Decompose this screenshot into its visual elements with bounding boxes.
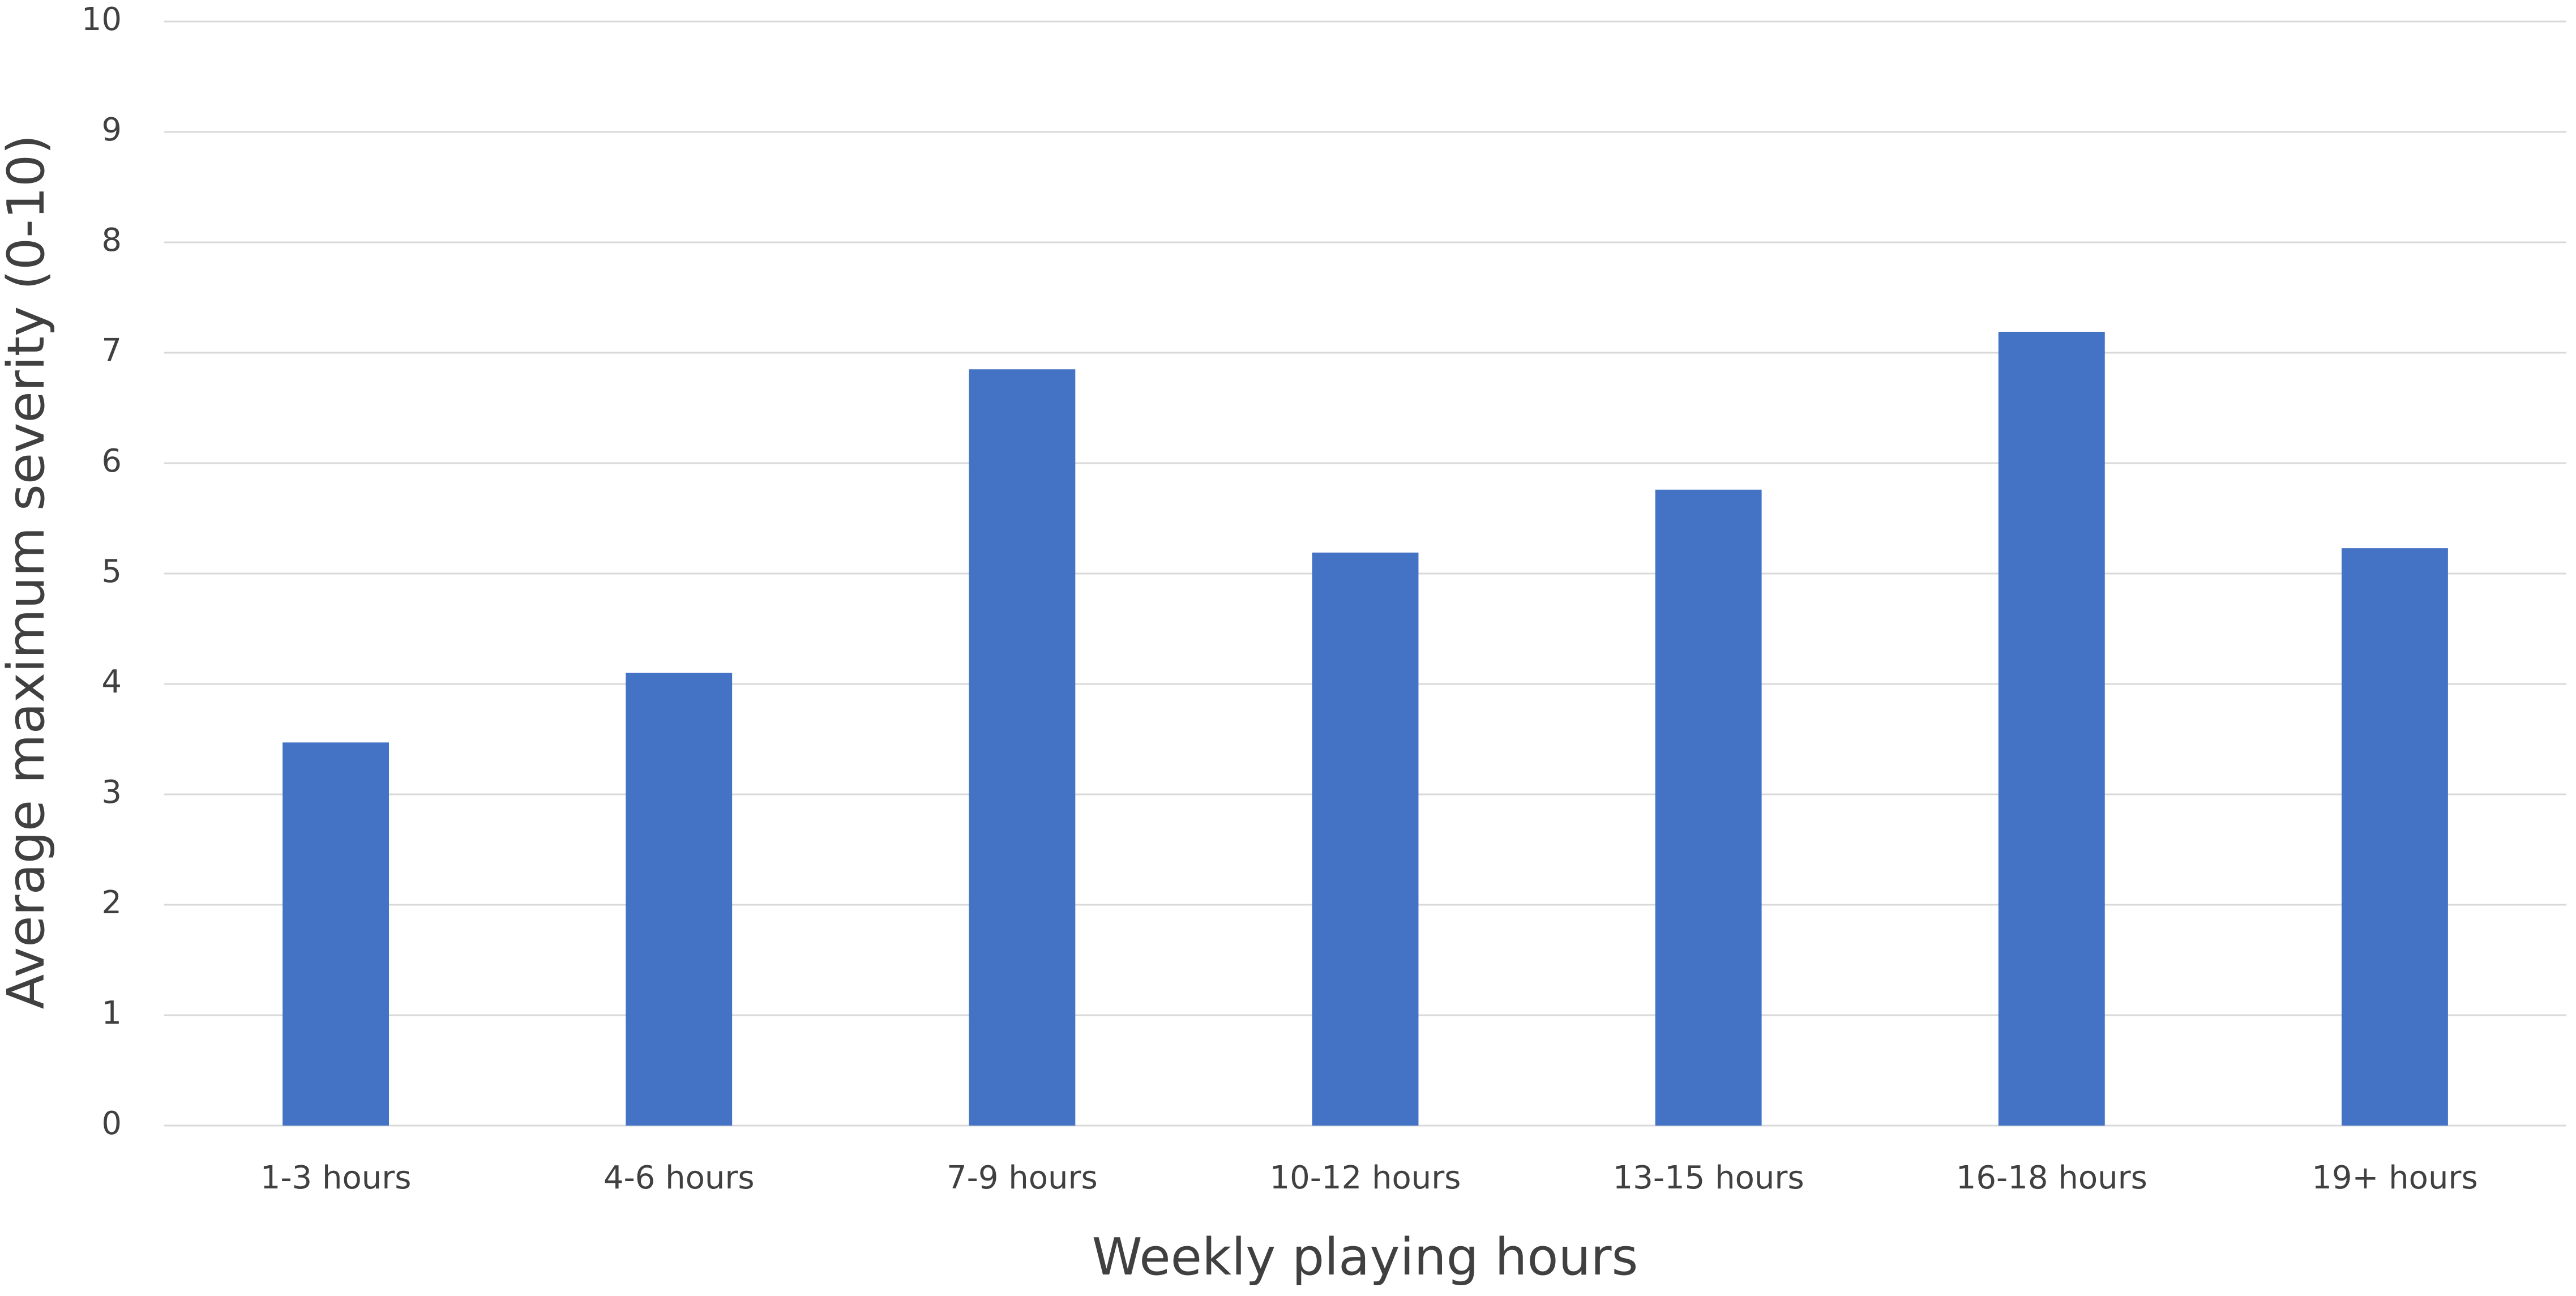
y-tick-label: 9 [101,112,122,148]
y-tick-label: 0 [101,1105,122,1142]
y-tick-label: 2 [101,884,122,921]
y-tick-label: 8 [101,222,122,259]
y-tick-label: 4 [101,664,122,700]
bar [626,673,733,1126]
y-axis-title: Average maximum severity (0-10) [0,135,56,1010]
y-tick-label: 10 [82,1,122,38]
y-tick-label: 3 [101,774,122,811]
x-tick-label: 10-12 hours [1270,1160,1461,1196]
bar [1655,489,1762,1126]
bar [969,369,1076,1126]
x-tick-label: 19+ hours [2312,1160,2477,1196]
x-tick-label: 13-15 hours [1613,1160,1804,1196]
bar [283,742,390,1126]
x-tick-label: 16-18 hours [1956,1160,2147,1196]
bar [1998,331,2105,1126]
bar [2341,548,2448,1126]
x-axis-title: Weekly playing hours [1092,1227,1638,1287]
x-tick-label: 4-6 hours [604,1160,755,1196]
bar [1312,552,1419,1126]
y-tick-label: 6 [101,443,122,480]
y-tick-label: 5 [101,553,122,590]
y-tick-label: 7 [101,332,122,369]
x-tick-label: 1-3 hours [260,1160,412,1196]
y-tick-label: 1 [101,995,122,1032]
x-tick-label: 7-9 hours [947,1160,1098,1196]
